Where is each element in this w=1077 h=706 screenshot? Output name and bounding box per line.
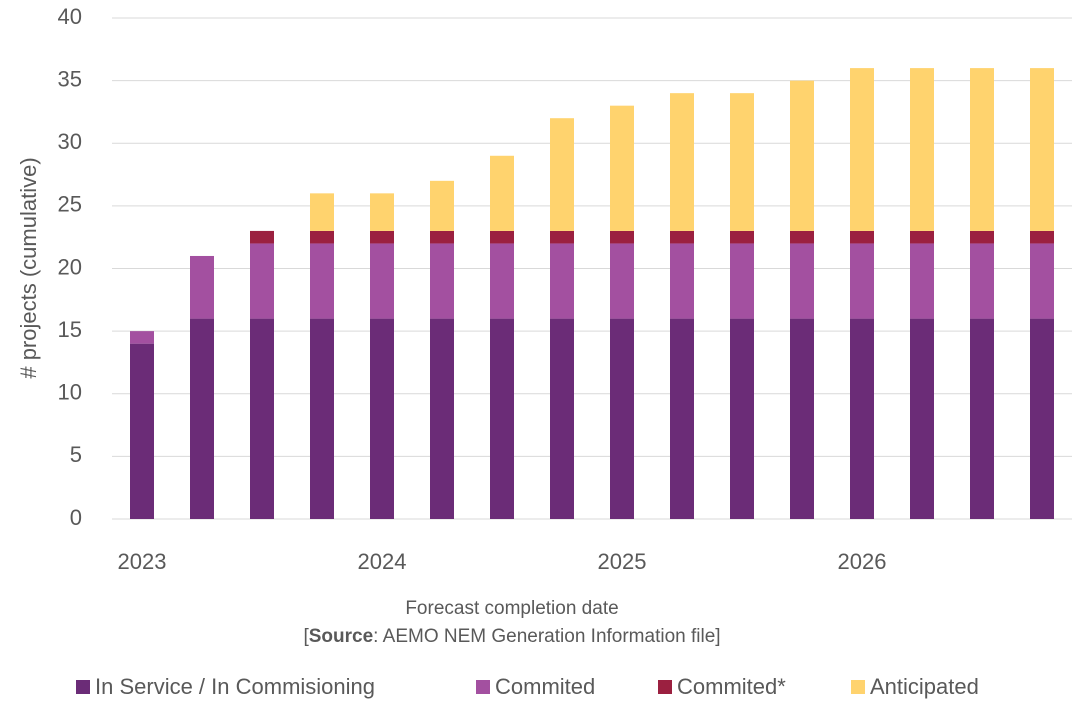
bar-segment: [1030, 318, 1054, 519]
y-axis-label: # projects (cumulative): [16, 157, 41, 378]
bar-segment: [430, 243, 454, 319]
y-tick-label: 35: [58, 66, 82, 91]
bar-segment: [550, 230, 574, 244]
legend-swatch: [658, 680, 672, 694]
bar-segment: [610, 105, 634, 231]
bar-segment: [670, 243, 694, 319]
legend-label: Commited: [495, 674, 595, 699]
bar-segment: [1030, 243, 1054, 319]
bar-segment: [850, 230, 874, 244]
bar-segment: [970, 318, 994, 519]
bar-segment: [970, 68, 994, 231]
bar-segment: [550, 318, 574, 519]
bar-segment: [1030, 68, 1054, 231]
bar-segment: [790, 318, 814, 519]
bar-segment: [430, 230, 454, 244]
y-tick-label: 0: [70, 505, 82, 530]
bar-segment: [850, 68, 874, 231]
note-part: Source: [309, 626, 373, 647]
y-tick-label: 5: [70, 442, 82, 467]
x-axis-label: Forecast completion date: [405, 598, 618, 619]
bar-segment: [490, 155, 514, 231]
bar-segment: [310, 318, 334, 519]
bar-segment: [790, 230, 814, 244]
bar-segment: [310, 243, 334, 319]
x-tick-label: 2025: [598, 549, 647, 574]
legend-swatch: [76, 680, 90, 694]
bar-segment: [490, 318, 514, 519]
bar-segment: [190, 318, 214, 519]
bar-segment: [730, 243, 754, 319]
bar-segment: [850, 318, 874, 519]
bar-segment: [190, 255, 214, 319]
legend-label: Commited*: [677, 674, 786, 699]
bar-segment: [370, 318, 394, 519]
bar-segment: [370, 193, 394, 231]
source-note: [Source: AEMO NEM Generation Information…: [303, 626, 720, 647]
bar-segment: [250, 318, 274, 519]
bar-segment: [370, 243, 394, 319]
y-tick-label: 25: [58, 192, 82, 217]
bar-segment: [910, 230, 934, 244]
bar-segment: [250, 243, 274, 319]
y-tick-label: 10: [58, 380, 82, 405]
note-part: [: [303, 626, 309, 647]
bar-segment: [910, 318, 934, 519]
legend-label: Anticipated: [870, 674, 979, 699]
y-tick-label: 20: [58, 254, 82, 279]
bar-segment: [1030, 230, 1054, 244]
bar-segment: [310, 193, 334, 231]
bar-segment: [130, 343, 154, 519]
bar-segment: [790, 80, 814, 231]
bar-segment: [430, 318, 454, 519]
bar-segment: [610, 230, 634, 244]
bar-segment: [610, 243, 634, 319]
bar-segment: [670, 93, 694, 231]
bar-segment: [610, 318, 634, 519]
legend-label: In Service / In Commisioning: [95, 674, 375, 699]
y-tick-label: 30: [58, 129, 82, 154]
y-tick-label: 15: [58, 317, 82, 342]
bar-segment: [310, 230, 334, 244]
x-tick-label: 2023: [118, 549, 167, 574]
x-tick-label: 2024: [358, 549, 407, 574]
bar-segment: [910, 68, 934, 231]
bar-segment: [970, 230, 994, 244]
bar-segment: [790, 243, 814, 319]
bar-segment: [490, 230, 514, 244]
bar-segment: [850, 243, 874, 319]
note-part: : AEMO NEM Generation Information file]: [373, 626, 720, 647]
legend-swatch: [851, 680, 865, 694]
legend-swatch: [476, 680, 490, 694]
bar-segment: [490, 243, 514, 319]
bar-segment: [250, 230, 274, 244]
bar-segment: [670, 230, 694, 244]
bar-segment: [670, 318, 694, 519]
bar-segment: [910, 243, 934, 319]
y-tick-label: 40: [58, 4, 82, 29]
bar-segment: [550, 118, 574, 231]
bar-segment: [730, 318, 754, 519]
bar-segment: [130, 331, 154, 344]
bar-segment: [970, 243, 994, 319]
bar-segment: [550, 243, 574, 319]
x-tick-label: 2026: [838, 549, 887, 574]
bar-segment: [730, 93, 754, 231]
bar-segment: [430, 180, 454, 231]
bar-segment: [370, 230, 394, 244]
bar-segment: [730, 230, 754, 244]
